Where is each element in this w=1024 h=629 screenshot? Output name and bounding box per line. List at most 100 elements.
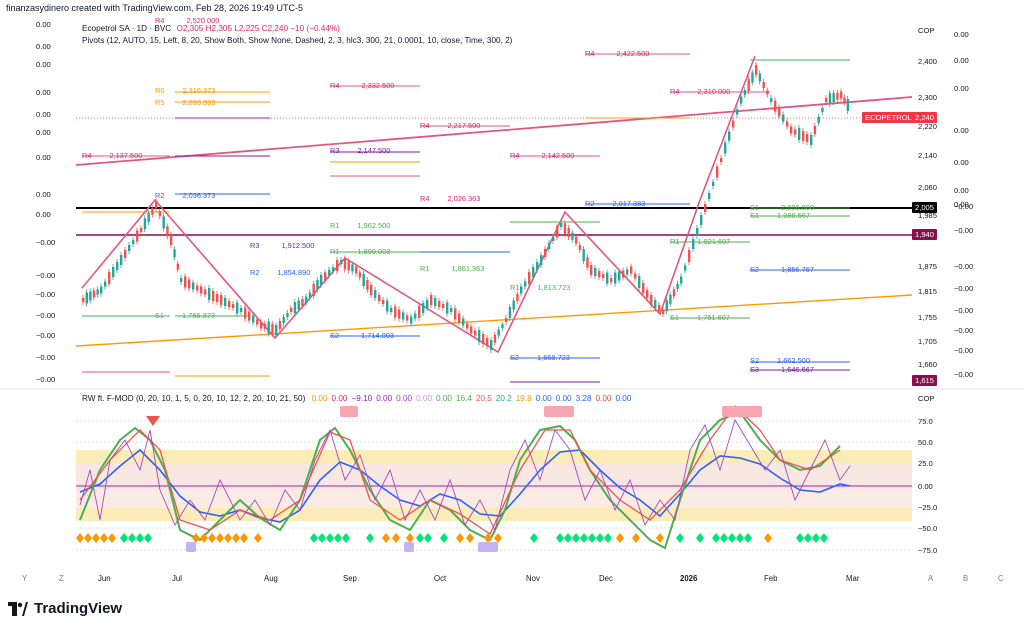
pivot-level-name: R3	[330, 146, 340, 155]
pivot-level-value: 1,962.500	[357, 221, 391, 230]
indicator-axis-label: −25.0	[918, 503, 938, 512]
indicator-value: 0.00	[331, 394, 348, 403]
symbol-name[interactable]: Ecopetrol SA · 1D · BVC	[82, 24, 172, 33]
right-column-value: −0.00	[954, 262, 974, 271]
pivot-level-name: R4	[82, 151, 92, 160]
left-column-value: −0.00	[36, 353, 56, 362]
pivot-label: S1 1,986.567	[750, 211, 810, 220]
indicator-value: 0.00	[396, 394, 413, 403]
indicator-value: 0.00	[416, 394, 432, 403]
indicator-value: 0.00	[555, 394, 572, 403]
level-tag-2005: 2,005	[912, 202, 938, 213]
pivot-level-name: R6	[155, 86, 165, 95]
price-candles	[82, 62, 850, 353]
timeframe-shortcut[interactable]: B	[963, 574, 969, 583]
pivot-level-value: 2,036.373	[182, 191, 216, 200]
pivot-label: R5 2,283.333	[155, 98, 215, 107]
price-axis-label: 1,660	[918, 360, 938, 369]
left-column-value: 0.00	[36, 190, 51, 199]
time-axis-label: Mar	[846, 574, 860, 583]
pivot-level-name: R1	[670, 237, 680, 246]
indicator-legend[interactable]: RW ft. F-MOD (0, 20, 10, 1, 5, 0, 20, 10…	[82, 394, 631, 403]
left-column-value: −0.00	[36, 375, 56, 384]
last-price-symbol-tag: ECOPETROL	[862, 112, 915, 123]
pivot-label: S2 1,856.767	[750, 265, 814, 274]
left-column-value: 0.00	[36, 42, 51, 51]
indicator-value: 20.5	[475, 394, 492, 403]
pivot-label: R1 1,813.723	[510, 283, 570, 292]
pivot-level-name: S2	[750, 356, 760, 365]
pivot-label: S2 1,668.723	[510, 353, 570, 362]
pivot-level-name: R1	[420, 264, 430, 273]
indicator-axis-label: −75.0	[918, 546, 938, 555]
time-axis-label: Oct	[434, 574, 447, 583]
pivot-level-name: R3	[250, 241, 260, 250]
timeframe-shortcut[interactable]: A	[928, 574, 934, 583]
indicator-value: 20.2	[495, 394, 512, 403]
pivot-level-name: R4	[420, 194, 430, 203]
right-column-value: 0.00	[954, 30, 969, 39]
right-column-value: −0.00	[954, 370, 974, 379]
pivot-level-value: 1,854.890	[277, 268, 311, 277]
right-column-value: 0.00	[954, 158, 969, 167]
pivot-level-value: 2,310.000	[697, 87, 731, 96]
tradingview-brand: TradingView	[8, 600, 122, 617]
pivot-label: R4 2,520.000	[155, 16, 219, 25]
price-axis-label: 1,755	[918, 313, 938, 322]
right-column-value: −0.00	[954, 202, 974, 211]
symbol-legend[interactable]: Ecopetrol SA · 1D · BVC O2,305 H2,305 L2…	[82, 24, 340, 33]
pivot-level-name: R4	[510, 151, 520, 160]
pivot-level-value: 2,006.000	[781, 203, 814, 212]
pivot-level-value: 2,217.500	[447, 121, 481, 130]
pivot-level-name: R4	[420, 121, 430, 130]
price-axis-label: 2,060	[918, 183, 938, 192]
time-axis-label: Aug	[264, 574, 278, 583]
indicator-value: 0.00	[615, 394, 632, 403]
price-axis-label: 2,300	[918, 93, 938, 102]
timeframe-shortcut[interactable]: Z	[59, 574, 64, 583]
indicator-axis-currency: COP	[918, 394, 935, 403]
pivot-label: R2 1,854.890	[250, 268, 310, 277]
indicator-value: 3.28	[575, 394, 592, 403]
pivot-level-name: S1	[155, 311, 165, 320]
indicator-value: 0.00	[535, 394, 552, 403]
pivot-level-name: R4	[330, 81, 340, 90]
left-column-value: 0.00	[36, 60, 51, 69]
timeframe-shortcut[interactable]: Y	[22, 574, 28, 583]
pivot-label: S1 1,751.607	[670, 313, 730, 322]
pivot-label: R3 2,147.500	[330, 146, 390, 155]
left-column-value: −0.00	[36, 271, 56, 280]
signal-marker	[544, 406, 574, 417]
time-axis-label: Dec	[599, 574, 613, 583]
pivot-level-value: 1,899.003	[357, 247, 391, 256]
indicator-value: 0.00	[376, 394, 393, 403]
indicator-value: 0.00	[436, 394, 452, 403]
left-column-value: −0.00	[36, 238, 56, 247]
indicator-values: 0.00 0.00 −9.10 0.00 0.00 0.00 0.00 16.4 20.5 20.…	[308, 394, 632, 403]
pivot-level-name: R1	[330, 247, 340, 256]
price-axis-label: 2,220	[918, 122, 938, 131]
left-column-value: −0.00	[36, 290, 56, 299]
left-column-value: 0.00	[36, 128, 51, 137]
indicator-axis-label: −50.0	[918, 524, 938, 533]
price-axis-label: 1,705	[918, 337, 938, 346]
pivot-level-value: 1,662.500	[777, 356, 810, 365]
indicator-name[interactable]: RW ft. F-MOD (0, 20, 10, 1, 5, 0, 20, 10…	[82, 394, 306, 403]
time-axis-label: Sep	[343, 574, 357, 583]
pivot-level-value: 1,646.667	[781, 365, 814, 374]
indicator-axis-label: 75.0	[918, 417, 933, 426]
pivot-label: R1 1,899.003	[330, 247, 390, 256]
pivot-level-value: 2,137.500	[109, 151, 143, 160]
pivots-legend[interactable]: Pivots (12, AUTO, 15, Left, 8, 20, Show …	[82, 36, 513, 45]
time-axis-label: Jun	[98, 574, 111, 583]
pivot-label: R4 2,142.500	[510, 151, 574, 160]
left-column-value: −0.00	[36, 311, 56, 320]
timeframe-shortcut[interactable]: C	[998, 574, 1004, 583]
right-column-value: 0.00	[954, 186, 969, 195]
pivot-level-name: R2	[155, 191, 165, 200]
pivot-level-value: 2,147.500	[357, 146, 391, 155]
pivot-level-name: R2	[250, 268, 260, 277]
tradingview-logo-icon	[8, 601, 28, 616]
pivot-label: R2 2,017.383	[585, 199, 645, 208]
